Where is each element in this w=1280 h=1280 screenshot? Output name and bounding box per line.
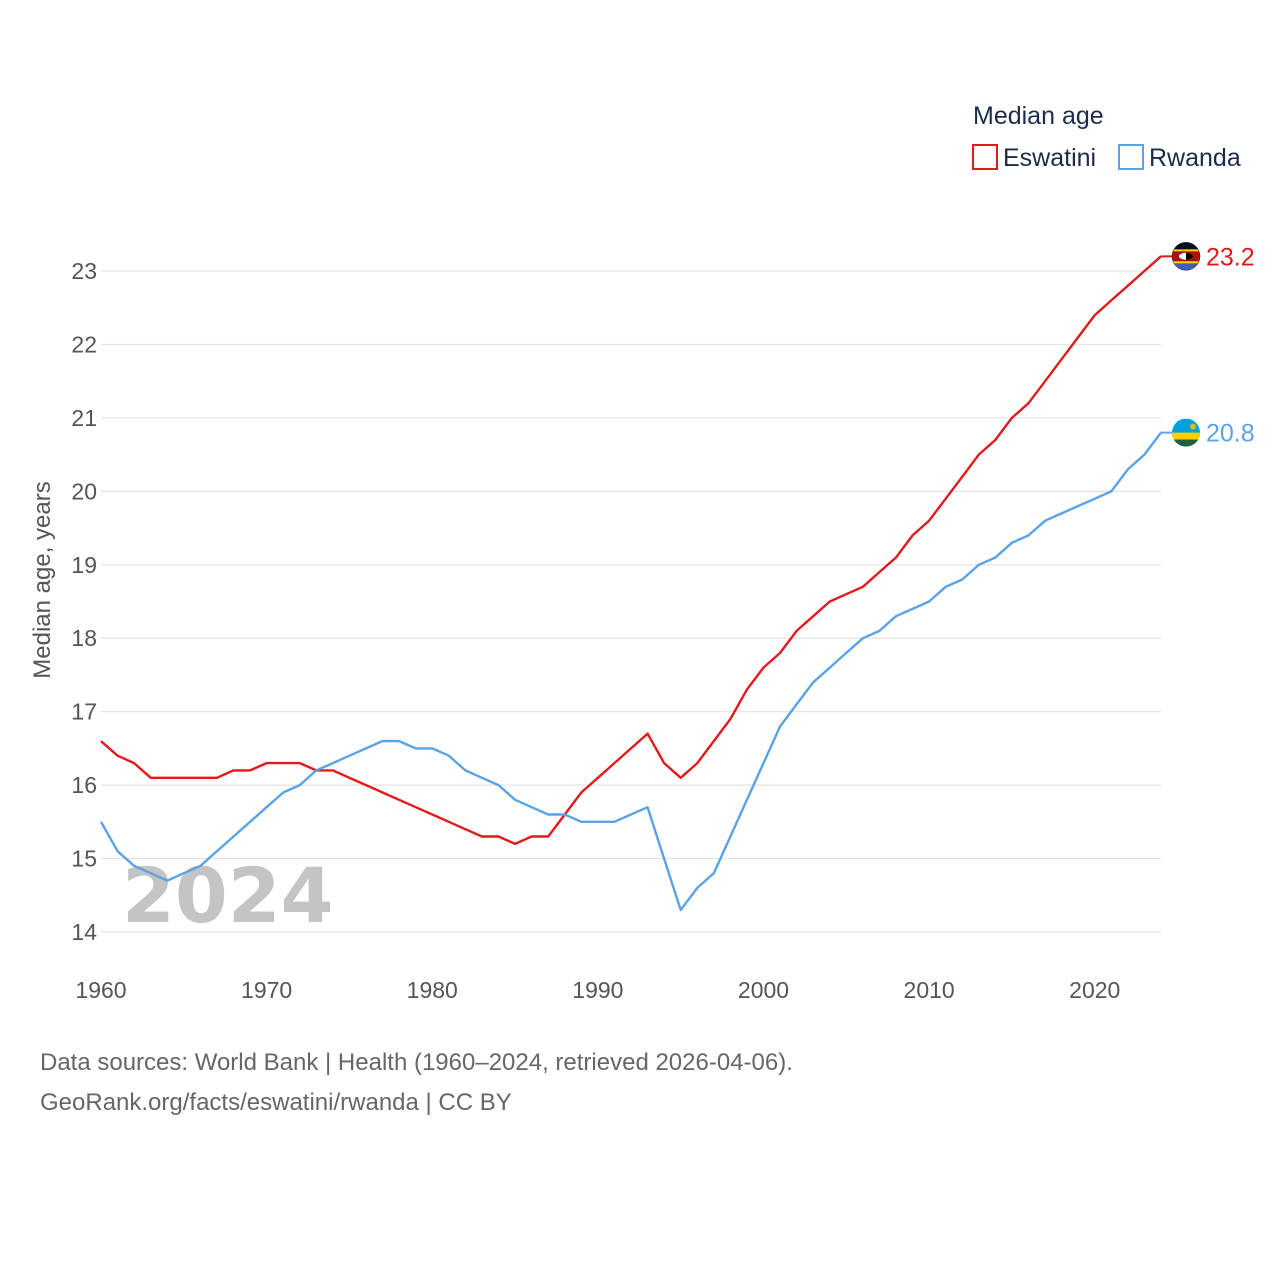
year-watermark: 2024 <box>122 851 334 940</box>
legend-item-rwanda[interactable]: Rwanda <box>1118 144 1241 172</box>
x-tick-label: 2020 <box>1069 977 1120 1003</box>
legend-swatch-rwanda <box>1118 144 1144 170</box>
series-line-rwanda <box>99 431 1162 912</box>
y-tick-label: 17 <box>71 699 97 725</box>
y-tick-label: 14 <box>71 919 97 945</box>
grid-lines <box>101 270 1161 933</box>
legend-item-eswatini[interactable]: Eswatini <box>972 144 1096 172</box>
series-line-eswatini <box>100 255 1162 846</box>
y-tick-label: 21 <box>71 405 97 431</box>
legend: Median age Eswatini Rwanda <box>972 102 1241 172</box>
y-tick-label: 18 <box>71 625 97 651</box>
y-tick-label: 15 <box>71 846 97 872</box>
legend-label-eswatini: Eswatini <box>1003 144 1096 172</box>
x-tick-label: 1960 <box>75 977 126 1003</box>
y-tick-label: 22 <box>71 331 97 357</box>
y-tick-label: 16 <box>71 772 97 798</box>
legend-label-rwanda: Rwanda <box>1149 144 1241 172</box>
y-axis-label: Median age, years <box>29 481 56 678</box>
eswatini-flag-icon <box>1171 242 1201 271</box>
rwanda-flag-icon <box>1172 418 1200 447</box>
legend-title: Median age <box>973 102 1104 130</box>
x-tick-label: 1980 <box>407 977 458 1003</box>
y-axis-ticks: 14 15 16 17 18 19 20 21 22 23 <box>71 258 97 945</box>
source-line-2[interactable]: GeoRank.org/facts/eswatini/rwanda | CC B… <box>40 1089 512 1116</box>
x-tick-label: 1970 <box>241 977 292 1003</box>
y-tick-label: 20 <box>71 478 97 504</box>
source-note: Data sources: World Bank | Health (1960–… <box>40 1043 793 1123</box>
series-lines <box>99 255 1172 912</box>
y-tick-label: 23 <box>71 258 97 284</box>
end-label-rwanda: 20.8 <box>1206 420 1255 448</box>
x-axis-ticks: 1960 1970 1980 1990 2000 2010 2020 <box>75 977 1120 1003</box>
x-tick-label: 2010 <box>904 977 955 1003</box>
y-tick-label: 19 <box>71 552 97 578</box>
end-label-eswatini: 23.2 <box>1206 243 1255 271</box>
source-line-1: Data sources: World Bank | Health (1960–… <box>40 1049 793 1076</box>
legend-swatch-eswatini <box>972 144 998 170</box>
x-tick-label: 1990 <box>572 977 623 1003</box>
x-tick-label: 2000 <box>738 977 789 1003</box>
